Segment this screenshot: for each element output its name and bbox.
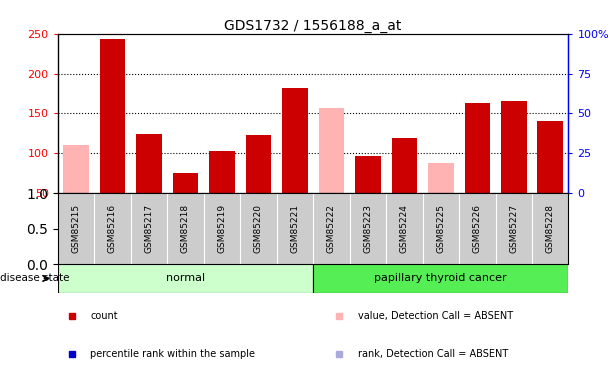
Bar xyxy=(392,138,417,193)
Text: GSM85218: GSM85218 xyxy=(181,204,190,253)
Bar xyxy=(58,264,313,292)
Bar xyxy=(537,122,563,193)
Text: GSM85220: GSM85220 xyxy=(254,204,263,253)
Text: GSM85228: GSM85228 xyxy=(546,204,554,253)
Bar xyxy=(173,173,198,193)
Text: GSM85223: GSM85223 xyxy=(364,204,372,253)
Text: value, Detection Call = ABSENT: value, Detection Call = ABSENT xyxy=(358,310,513,321)
Bar xyxy=(246,135,271,193)
Text: papillary thyroid cancer: papillary thyroid cancer xyxy=(375,273,507,284)
Title: GDS1732 / 1556188_a_at: GDS1732 / 1556188_a_at xyxy=(224,19,402,33)
Bar xyxy=(319,108,344,193)
Bar xyxy=(501,102,527,193)
Text: rank, Detection Call = ABSENT: rank, Detection Call = ABSENT xyxy=(358,350,508,359)
Bar xyxy=(355,156,381,193)
Bar xyxy=(136,134,162,193)
Bar xyxy=(209,151,235,193)
Text: GSM85217: GSM85217 xyxy=(145,204,153,253)
Bar xyxy=(63,146,89,193)
Text: GSM85222: GSM85222 xyxy=(327,204,336,253)
Text: GSM85224: GSM85224 xyxy=(400,204,409,253)
Text: GSM85225: GSM85225 xyxy=(437,204,445,253)
Text: GSM85227: GSM85227 xyxy=(510,204,518,253)
Bar xyxy=(100,39,125,193)
Bar xyxy=(313,264,568,292)
Text: GSM85219: GSM85219 xyxy=(218,204,226,253)
Text: GSM85215: GSM85215 xyxy=(72,204,80,253)
Text: GSM85226: GSM85226 xyxy=(473,204,482,253)
Text: count: count xyxy=(90,310,118,321)
Text: GSM85216: GSM85216 xyxy=(108,204,117,253)
Text: normal: normal xyxy=(166,273,205,284)
Text: percentile rank within the sample: percentile rank within the sample xyxy=(90,350,255,359)
Text: GSM85221: GSM85221 xyxy=(291,204,299,253)
Bar xyxy=(465,103,490,193)
Text: disease state: disease state xyxy=(0,273,69,284)
Bar xyxy=(282,88,308,193)
Bar xyxy=(428,163,454,193)
